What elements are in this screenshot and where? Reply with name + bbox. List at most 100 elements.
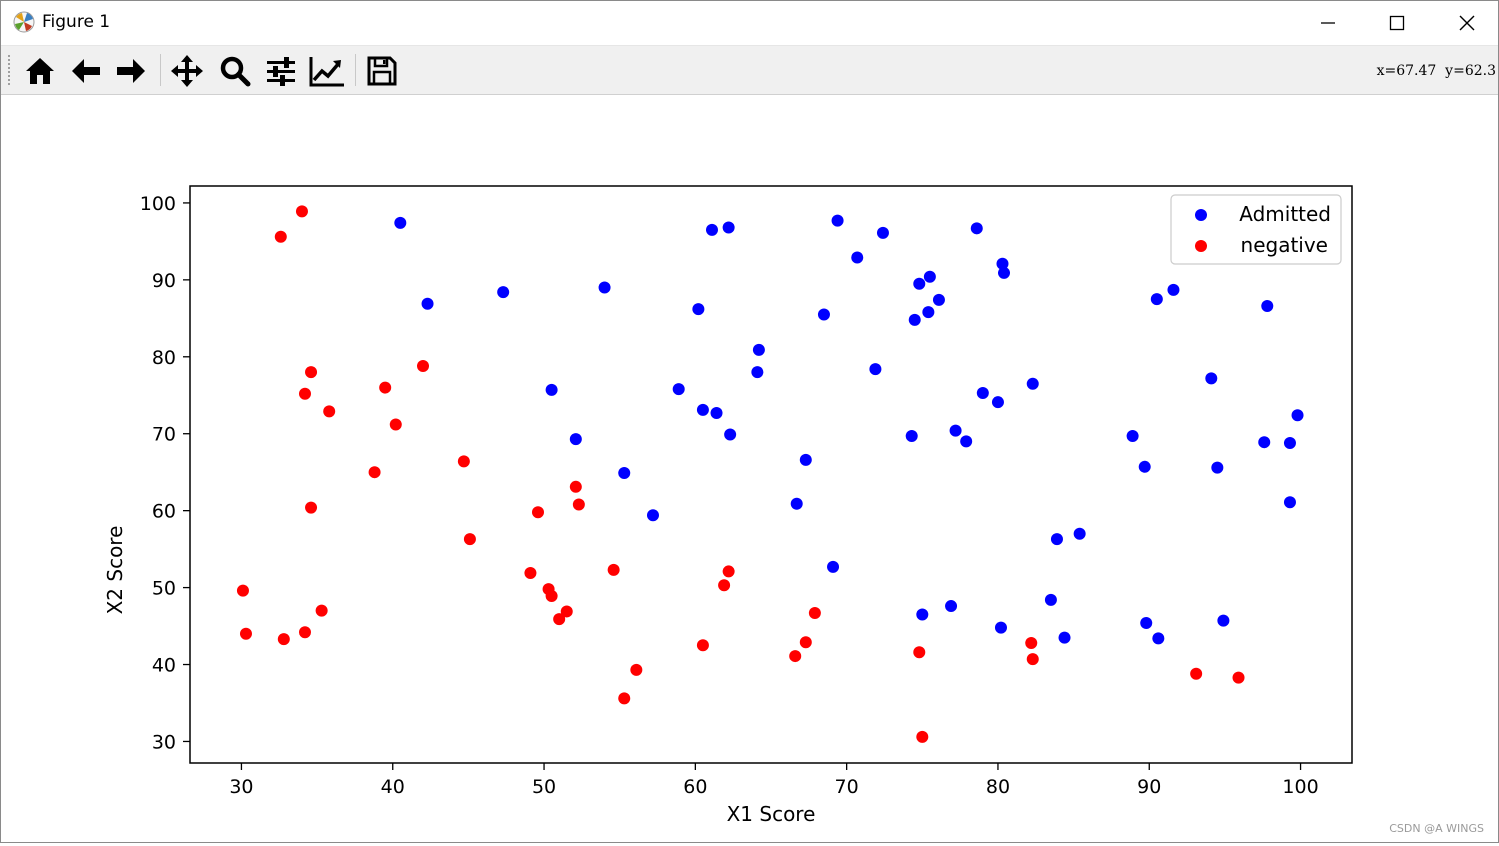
axes-button[interactable] [309, 53, 345, 89]
close-button[interactable] [1432, 1, 1499, 45]
point-negative-32 [799, 636, 812, 649]
point-negative-35 [916, 730, 929, 743]
data-points [236, 205, 1304, 743]
point-admitted-54 [994, 621, 1007, 634]
point-admitted-30 [569, 433, 582, 446]
x-tick-label: 60 [683, 776, 707, 798]
legend-marker-admitted [1195, 209, 1207, 221]
point-admitted-53 [945, 600, 958, 613]
point-admitted-50 [1073, 527, 1086, 540]
zoom-button[interactable] [217, 53, 253, 89]
figure-canvas[interactable]: 30 40 50 60 70 80 90 100 30 40 50 60 70 80 90 100 X1 S… [1, 95, 1498, 842]
close-icon [1459, 15, 1475, 31]
point-negative-33 [808, 606, 821, 619]
floppy-disk-icon [367, 56, 397, 86]
point-admitted-26 [672, 383, 685, 396]
home-button[interactable] [22, 53, 58, 89]
point-admitted-59 [1217, 614, 1230, 627]
title-bar[interactable]: Figure 1 [1, 1, 1498, 46]
point-negative-6 [417, 360, 430, 373]
back-button[interactable] [68, 53, 104, 89]
subplots-button[interactable] [263, 53, 299, 89]
point-admitted-52 [916, 608, 929, 621]
point-admitted-28 [710, 406, 723, 419]
point-admitted-56 [1058, 631, 1071, 644]
point-negative-15 [236, 584, 249, 597]
forward-button[interactable] [113, 53, 149, 89]
point-negative-5 [379, 381, 392, 394]
point-admitted-51 [827, 560, 840, 573]
point-admitted-20 [1261, 300, 1274, 313]
point-admitted-18 [1150, 293, 1163, 306]
sliders-icon [267, 57, 295, 86]
x-tick-label: 80 [986, 776, 1010, 798]
point-negative-10 [305, 501, 318, 514]
point-admitted-32 [991, 396, 1004, 409]
point-admitted-34 [949, 424, 962, 437]
point-admitted-4 [692, 303, 705, 316]
arrow-right-icon [117, 59, 145, 83]
toolbar-separator [355, 54, 356, 86]
toolbar-grip[interactable] [8, 55, 13, 85]
point-negative-25 [607, 563, 620, 576]
point-negative-20 [524, 566, 537, 579]
point-negative-26 [722, 565, 735, 578]
point-negative-37 [1026, 653, 1039, 666]
point-negative-36 [1025, 636, 1038, 649]
point-negative-34 [913, 646, 926, 659]
y-tick-label: 50 [152, 578, 176, 600]
point-negative-22 [545, 590, 558, 603]
point-admitted-43 [618, 466, 631, 479]
y-tick-label: 80 [152, 347, 176, 369]
point-negative-9 [457, 455, 470, 468]
plot-frame [189, 185, 1353, 764]
point-negative-1 [274, 230, 287, 243]
point-admitted-47 [646, 509, 659, 522]
minimize-button[interactable] [1293, 1, 1363, 45]
x-tick-label: 50 [532, 776, 556, 798]
point-admitted-45 [1211, 461, 1224, 474]
point-admitted-42 [799, 453, 812, 466]
point-negative-38 [1190, 667, 1203, 680]
point-negative-7 [389, 418, 402, 431]
point-admitted-1 [421, 297, 434, 310]
point-negative-23 [560, 605, 573, 618]
y-tick-label: 40 [152, 655, 176, 677]
point-admitted-5 [705, 223, 718, 236]
point-admitted-10 [913, 277, 926, 290]
legend-box [1170, 194, 1342, 265]
point-negative-24 [553, 613, 566, 626]
point-admitted-2 [497, 286, 510, 299]
navigation-toolbar: x=67.47 y=62.3 [1, 46, 1498, 95]
point-negative-39 [1232, 671, 1245, 684]
watermark: CSDN @A WINGS [1389, 822, 1484, 835]
x-tick-label: 100 [1282, 776, 1318, 798]
point-admitted-57 [1140, 616, 1153, 629]
point-negative-14 [572, 498, 585, 511]
point-negative-18 [298, 626, 311, 639]
point-admitted-12 [932, 293, 945, 306]
point-admitted-14 [908, 313, 921, 326]
move-icon [171, 55, 203, 87]
point-admitted-29 [724, 428, 737, 441]
point-negative-8 [368, 466, 381, 479]
point-admitted-16 [996, 257, 1009, 270]
window-title: Figure 1 [42, 12, 111, 32]
maximize-button[interactable] [1362, 1, 1432, 45]
point-admitted-48 [1283, 496, 1296, 509]
x-tick-label: 70 [835, 776, 859, 798]
y-tick-label: 90 [152, 270, 176, 292]
point-admitted-21 [817, 308, 830, 321]
scatter-chart[interactable]: 30 40 50 60 70 80 90 100 30 40 50 60 70 80 90 100 X1 S… [1, 95, 1498, 842]
legend-label-admitted: Admitted [1239, 202, 1331, 226]
pan-button[interactable] [169, 53, 205, 89]
point-admitted-31 [976, 386, 989, 399]
point-admitted-11 [923, 270, 936, 283]
minimize-icon [1321, 22, 1335, 24]
point-admitted-23 [751, 366, 764, 379]
x-axis: 30 40 50 60 70 80 90 100 [229, 763, 1319, 798]
y-tick-label: 70 [152, 424, 176, 446]
x-tick-label: 30 [229, 776, 253, 798]
save-button[interactable] [364, 53, 400, 89]
point-admitted-55 [1044, 593, 1057, 606]
